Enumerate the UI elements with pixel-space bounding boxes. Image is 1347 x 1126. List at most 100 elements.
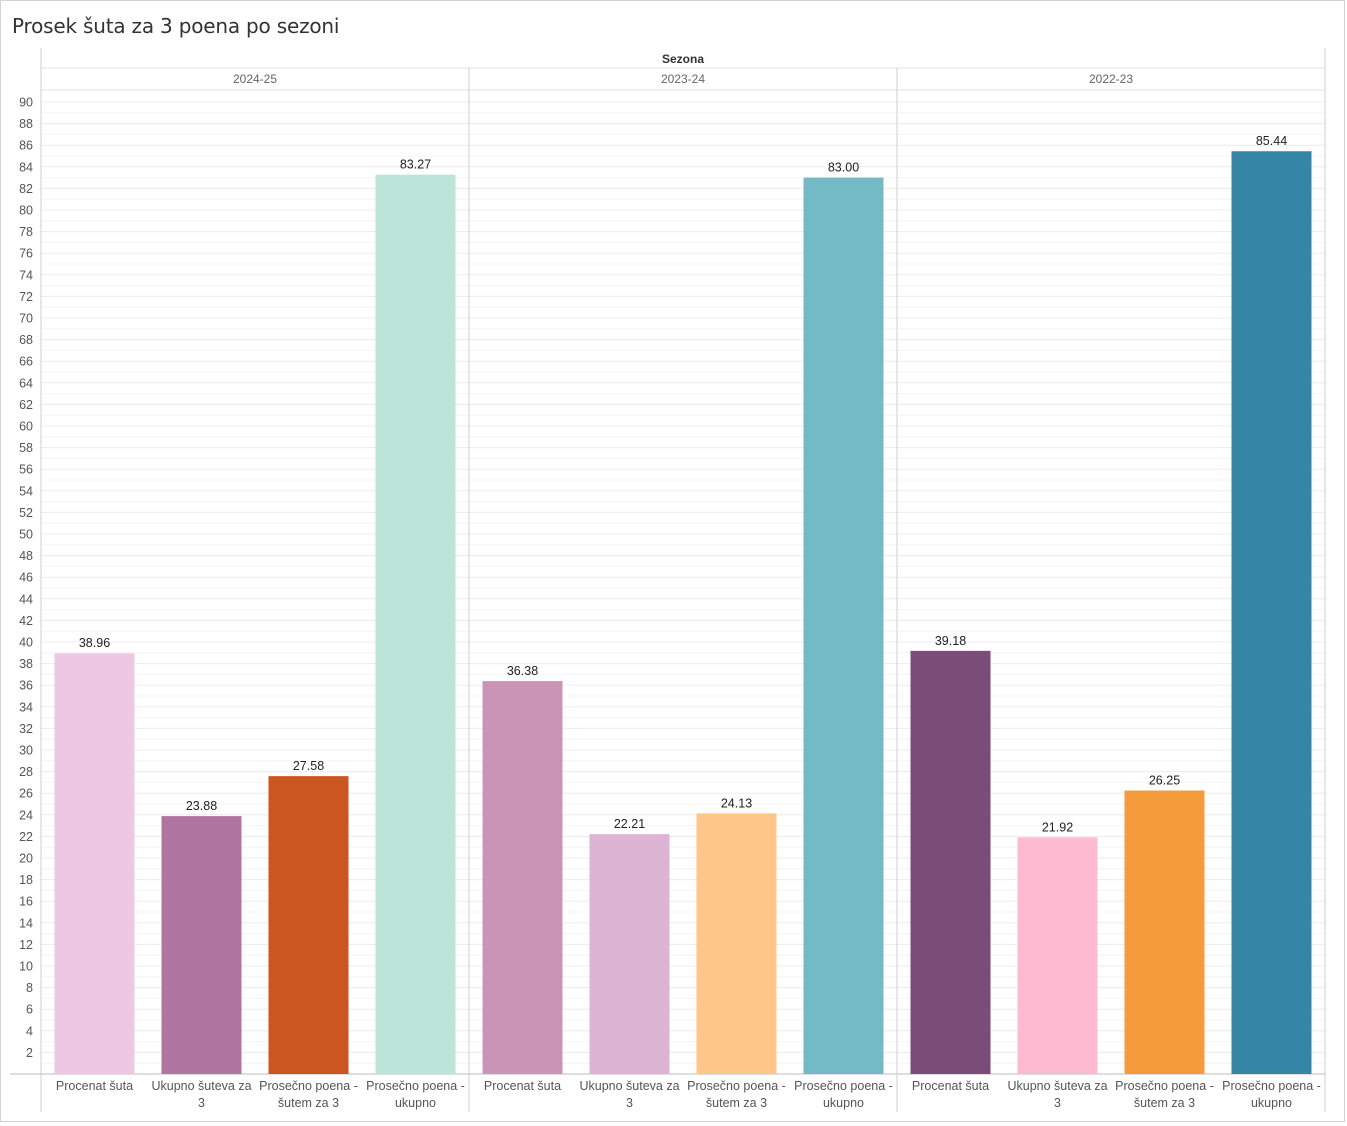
y-tick-label: 56	[19, 463, 33, 477]
data-labels: 38.96 23.88 27.58 83.27 36.38 22.21 24.13 83.00…	[79, 134, 1287, 834]
data-label: 85.44	[1256, 134, 1287, 148]
category-label: šutem za 3	[1134, 1096, 1195, 1110]
bar	[1124, 790, 1205, 1074]
category-label: Procenat šuta	[912, 1079, 989, 1093]
y-tick-label: 46	[19, 571, 33, 585]
y-tick-label: 22	[19, 830, 33, 844]
y-tick-label: 70	[19, 312, 33, 326]
y-tick-label: 6	[26, 1003, 33, 1017]
y-tick-label: 60	[19, 420, 33, 434]
y-tick-label: 8	[26, 981, 33, 995]
y-tick-label: 66	[19, 355, 33, 369]
category-label: Procenat šuta	[56, 1079, 133, 1093]
y-tick-label: 14	[19, 916, 33, 930]
bar	[1017, 837, 1098, 1074]
category-label: ukupno	[395, 1096, 436, 1110]
y-tick-label: 24	[19, 808, 33, 822]
y-tick-label: 58	[19, 441, 33, 455]
y-tick-label: 42	[19, 614, 33, 628]
y-tick-label: 44	[19, 592, 33, 606]
y-tick-label: 18	[19, 873, 33, 887]
category-label: Prosečno poena -	[794, 1079, 893, 1093]
y-tick-label: 86	[19, 139, 33, 153]
category-label: Prosečno poena -	[366, 1079, 465, 1093]
bar	[375, 174, 456, 1074]
category-label: Ukupno šuteva za	[579, 1079, 679, 1093]
y-tick-label: 68	[19, 333, 33, 347]
category-label: Prosečno poena -	[1222, 1079, 1321, 1093]
y-tick-label: 50	[19, 528, 33, 542]
season-header: 2022-23	[1089, 72, 1133, 86]
category-label: šutem za 3	[278, 1096, 339, 1110]
grid-lines	[41, 101, 1325, 1064]
data-label: 21.92	[1042, 820, 1073, 834]
season-headers: 2024-25 2023-24 2022-23	[233, 72, 1133, 86]
y-tick-label: 48	[19, 549, 33, 563]
y-tick-label: 72	[19, 290, 33, 304]
y-tick-label: 78	[19, 225, 33, 239]
data-label: 26.25	[1149, 774, 1180, 788]
data-label: 27.58	[293, 759, 324, 773]
season-header: 2024-25	[233, 72, 277, 86]
category-label: ukupno	[823, 1096, 864, 1110]
y-tick-label: 90	[19, 96, 33, 110]
y-tick-label: 74	[19, 268, 33, 282]
y-tick-label: 40	[19, 636, 33, 650]
bar	[482, 681, 563, 1074]
y-tick-label: 62	[19, 398, 33, 412]
data-label: 38.96	[79, 636, 110, 650]
y-tick-label: 20	[19, 852, 33, 866]
category-label: 3	[626, 1096, 633, 1110]
bar	[910, 650, 991, 1074]
category-label: šutem za 3	[706, 1096, 767, 1110]
y-tick-label: 82	[19, 182, 33, 196]
data-label: 36.38	[507, 664, 538, 678]
category-label: Ukupno šuteva za	[151, 1079, 251, 1093]
column-header: Sezona	[662, 52, 704, 66]
panel-separators	[10, 48, 1326, 1112]
category-label: Prosečno poena -	[259, 1079, 358, 1093]
bar	[1231, 151, 1312, 1075]
chart-title: Prosek šuta za 3 poena po sezoni	[12, 14, 340, 38]
y-tick-label: 36	[19, 679, 33, 693]
category-label: ukupno	[1251, 1096, 1292, 1110]
bar	[268, 776, 349, 1074]
y-tick-label: 88	[19, 117, 33, 131]
bar	[161, 816, 242, 1074]
data-label: 23.88	[186, 799, 217, 813]
bars	[54, 151, 1312, 1075]
data-label: 39.18	[935, 634, 966, 648]
y-tick-label: 28	[19, 765, 33, 779]
data-label: 83.00	[828, 161, 859, 175]
category-labels: Procenat šuta Ukupno šuteva za 3 Prosečno p…	[56, 1079, 1321, 1110]
y-tick-label: 64	[19, 376, 33, 390]
y-tick-label: 54	[19, 484, 33, 498]
category-label: Prosečno poena -	[687, 1079, 786, 1093]
y-tick-label: 12	[19, 938, 33, 952]
y-tick-label: 34	[19, 700, 33, 714]
season-header: 2023-24	[661, 72, 705, 86]
y-tick-label: 26	[19, 787, 33, 801]
y-tick-label: 10	[19, 960, 33, 974]
bar	[803, 177, 884, 1075]
y-tick-label: 30	[19, 744, 33, 758]
y-tick-label: 80	[19, 204, 33, 218]
y-tick-label: 52	[19, 506, 33, 520]
category-label: Procenat šuta	[484, 1079, 561, 1093]
data-label: 22.21	[614, 817, 645, 831]
y-tick-label: 32	[19, 722, 33, 736]
y-axis: 2468101214161820222426283032343638404244…	[19, 96, 33, 1060]
data-label: 83.27	[400, 158, 431, 172]
y-tick-label: 76	[19, 247, 33, 261]
bar	[54, 653, 135, 1074]
category-label: Prosečno poena -	[1115, 1079, 1214, 1093]
category-label: 3	[1054, 1096, 1061, 1110]
y-tick-label: 38	[19, 657, 33, 671]
y-tick-label: 84	[19, 160, 33, 174]
y-tick-label: 16	[19, 895, 33, 909]
bar	[696, 813, 777, 1074]
category-label: Ukupno šuteva za	[1007, 1079, 1107, 1093]
category-label: 3	[198, 1096, 205, 1110]
